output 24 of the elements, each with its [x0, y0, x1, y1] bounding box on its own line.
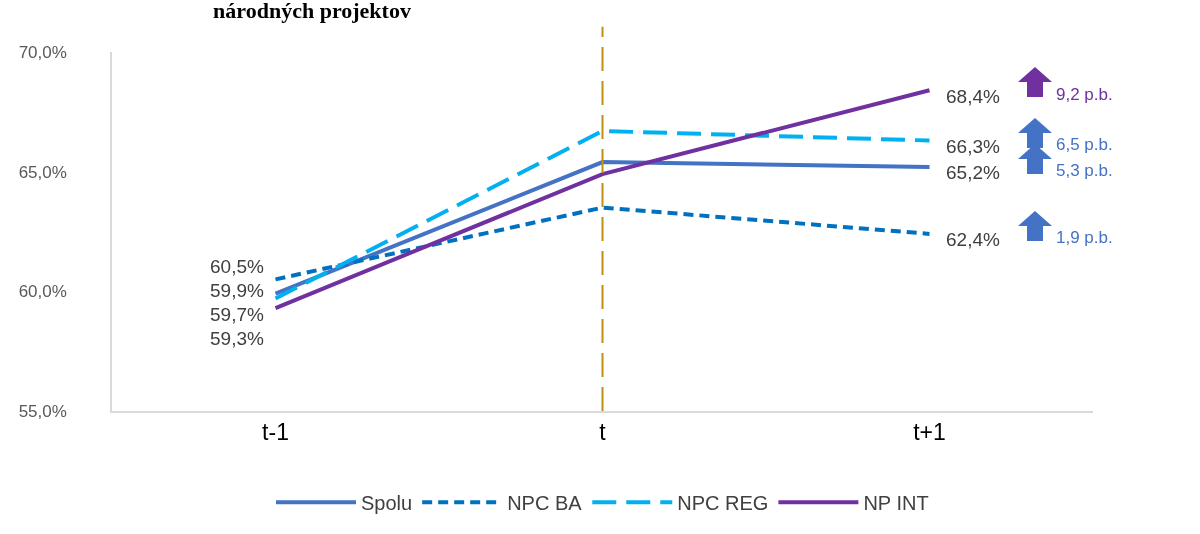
x-tick-label: t-1	[262, 419, 289, 446]
data-label: 62,4%	[946, 229, 1000, 250]
data-label: 65,2%	[946, 162, 1000, 183]
legend-label: Spolu	[361, 492, 413, 515]
chart-title: národných projektov	[213, 0, 411, 24]
y-tick-label: 60,0%	[18, 282, 67, 302]
data-label: 60,5%	[210, 256, 264, 277]
x-tick-label: t	[599, 419, 607, 446]
data-label: 66,3%	[946, 136, 1000, 157]
annotation: 9,2 p.b.	[1056, 85, 1113, 104]
y-tick-label: 55,0%	[18, 401, 67, 421]
data-label: 59,3%	[210, 328, 264, 349]
y-tick-label: 70,0%	[18, 42, 67, 62]
y-tick-label: 65,0%	[18, 162, 67, 182]
annotation: 5,3 p.b.	[1056, 161, 1113, 180]
legend-label: NPC REG	[677, 492, 769, 515]
data-label: 59,7%	[210, 304, 264, 325]
annotation: 1,9 p.b.	[1056, 228, 1113, 247]
legend-label: NPC BA	[507, 492, 583, 515]
data-label: 59,9%	[210, 280, 264, 301]
annotation: 6,5 p.b.	[1056, 135, 1113, 154]
legend-label: NP INT	[863, 492, 929, 515]
data-label: 68,4%	[946, 86, 1000, 107]
x-tick-label: t+1	[913, 419, 946, 446]
